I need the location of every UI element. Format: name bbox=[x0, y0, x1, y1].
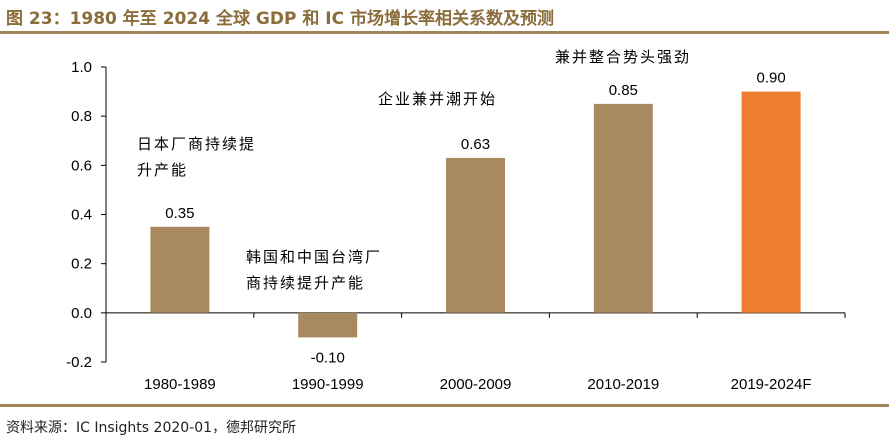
y-tick-label: 0.4 bbox=[71, 207, 92, 224]
annotation-text: 升产能 bbox=[137, 161, 188, 179]
annotation-text: 日本厂商持续提 bbox=[137, 135, 256, 153]
chart-axes: -0.2 0.0 0.2 0.4 0.6 0.8 1.0 bbox=[66, 59, 846, 371]
y-tick-label: -0.2 bbox=[66, 354, 92, 371]
chart-title: 图 23：1980 年至 2024 全球 GDP 和 IC 市场增长率相关系数及… bbox=[6, 9, 554, 29]
bar bbox=[150, 226, 210, 313]
chart-bars bbox=[150, 91, 801, 338]
source-note: 资料来源：IC Insights 2020-01，德邦研究所 bbox=[6, 420, 297, 436]
bar bbox=[741, 91, 801, 313]
x-tick-label: 1980-1989 bbox=[144, 376, 216, 393]
annotation-text: 兼并整合势头强劲 bbox=[555, 48, 691, 66]
bar bbox=[446, 157, 505, 313]
bar bbox=[298, 312, 358, 338]
title-divider bbox=[0, 31, 889, 34]
x-tick-label: 2019-2024F bbox=[731, 376, 812, 393]
data-label: 0.85 bbox=[609, 82, 638, 99]
y-tick-label: 0.6 bbox=[71, 157, 92, 174]
footer-divider bbox=[0, 404, 889, 407]
y-tick-label: 0.0 bbox=[71, 305, 92, 322]
chart-labels: 0.35 1980-1989 -0.10 1990-1999 0.63 2000-2009… bbox=[144, 70, 812, 393]
x-tick-label: 1990-1999 bbox=[292, 376, 364, 393]
x-tick-label: 2010-2019 bbox=[587, 376, 659, 393]
annotation-text: 商持续提升产能 bbox=[246, 274, 365, 292]
y-tick-label: 1.0 bbox=[71, 59, 92, 76]
x-tick-label: 2000-2009 bbox=[440, 376, 512, 393]
data-label: 0.35 bbox=[165, 205, 194, 222]
annotation-text: 韩国和中国台湾厂 bbox=[246, 248, 382, 266]
y-tick-label: 0.2 bbox=[71, 256, 92, 273]
bar-chart: -0.2 0.0 0.2 0.4 0.6 0.8 1.0 0.35 1980-1989 -0.1… bbox=[66, 48, 846, 393]
data-label: 0.90 bbox=[756, 70, 785, 87]
annotation-text: 企业兼并潮开始 bbox=[378, 90, 497, 108]
data-label: -0.10 bbox=[311, 349, 345, 366]
bar bbox=[593, 103, 653, 313]
y-tick-label: 0.8 bbox=[71, 108, 92, 125]
data-label: 0.63 bbox=[461, 136, 490, 153]
